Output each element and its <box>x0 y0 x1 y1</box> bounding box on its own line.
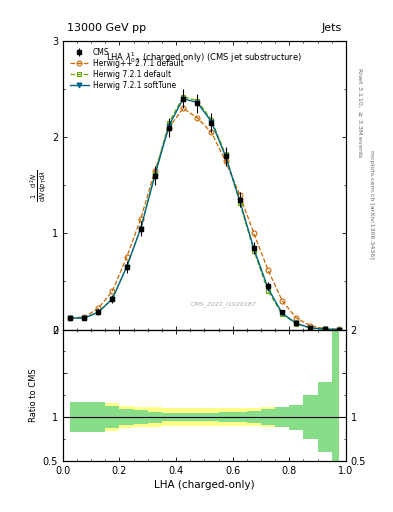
Text: Rivet 3.1.10, $\geq$ 3.3M events: Rivet 3.1.10, $\geq$ 3.3M events <box>356 67 364 158</box>
Herwig 7.2.1 softTune <box>280 310 285 316</box>
Herwig 7.2.1 softTune <box>308 325 313 331</box>
Herwig 7.2.1 default <box>266 288 270 294</box>
Herwig 7.2.1 softTune <box>195 99 200 105</box>
Herwig 7.2.1 default <box>152 170 157 177</box>
Herwig++ 2.7.1 default <box>152 168 157 174</box>
Herwig++ 2.7.1 default <box>167 124 171 131</box>
Herwig++ 2.7.1 default <box>336 326 341 332</box>
Herwig 7.2.1 softTune <box>110 296 115 302</box>
Herwig 7.2.1 default <box>124 264 129 270</box>
Herwig 7.2.1 default <box>252 248 256 254</box>
Herwig 7.2.1 softTune <box>209 119 214 125</box>
Herwig 7.2.1 softTune <box>138 225 143 231</box>
Herwig++ 2.7.1 default <box>308 323 313 329</box>
Herwig 7.2.1 softTune <box>252 246 256 252</box>
Herwig++ 2.7.1 default <box>322 326 327 332</box>
Herwig 7.2.1 softTune <box>68 315 72 321</box>
Herwig++ 2.7.1 default <box>138 216 143 222</box>
Herwig++ 2.7.1 default <box>223 158 228 164</box>
Herwig 7.2.1 default <box>181 94 185 100</box>
Herwig 7.2.1 softTune <box>322 326 327 332</box>
X-axis label: LHA (charged-only): LHA (charged-only) <box>154 480 255 490</box>
Herwig 7.2.1 default <box>280 311 285 317</box>
Herwig 7.2.1 default <box>82 315 86 321</box>
Herwig 7.2.1 default <box>167 120 171 126</box>
Herwig++ 2.7.1 default <box>96 305 101 311</box>
Herwig 7.2.1 default <box>322 326 327 332</box>
Herwig 7.2.1 softTune <box>181 96 185 102</box>
Herwig 7.2.1 softTune <box>266 285 270 291</box>
Line: Herwig 7.2.1 softTune: Herwig 7.2.1 softTune <box>68 96 341 332</box>
Herwig 7.2.1 softTune <box>96 309 101 315</box>
Herwig 7.2.1 default <box>209 117 214 123</box>
Herwig 7.2.1 default <box>96 309 101 315</box>
Y-axis label: $\frac{1}{\mathrm{d}N}\frac{\mathrm{d}^2 N}{\mathrm{d}p_T\mathrm{d}\lambda}$: $\frac{1}{\mathrm{d}N}\frac{\mathrm{d}^2… <box>28 169 49 202</box>
Line: Herwig++ 2.7.1 default: Herwig++ 2.7.1 default <box>68 106 341 332</box>
Herwig 7.2.1 default <box>294 321 299 327</box>
Herwig++ 2.7.1 default <box>209 130 214 136</box>
Herwig 7.2.1 default <box>308 325 313 331</box>
Herwig++ 2.7.1 default <box>280 297 285 304</box>
Text: CMS_2021_I1920187: CMS_2021_I1920187 <box>191 301 257 307</box>
Herwig++ 2.7.1 default <box>82 314 86 320</box>
Herwig 7.2.1 softTune <box>167 122 171 129</box>
Herwig 7.2.1 default <box>138 225 143 231</box>
Herwig 7.2.1 softTune <box>294 321 299 327</box>
Herwig++ 2.7.1 default <box>237 192 242 198</box>
Herwig 7.2.1 default <box>68 315 72 321</box>
Herwig++ 2.7.1 default <box>124 254 129 261</box>
Herwig++ 2.7.1 default <box>68 315 72 321</box>
Herwig 7.2.1 default <box>336 327 341 333</box>
Text: Jets: Jets <box>321 23 342 33</box>
Line: Herwig 7.2.1 default: Herwig 7.2.1 default <box>68 94 341 332</box>
Herwig++ 2.7.1 default <box>110 288 115 294</box>
Herwig 7.2.1 softTune <box>336 327 341 333</box>
Legend: CMS, Herwig++ 2.7.1 default, Herwig 7.2.1 default, Herwig 7.2.1 softTune: CMS, Herwig++ 2.7.1 default, Herwig 7.2.… <box>67 45 187 93</box>
Herwig++ 2.7.1 default <box>252 230 256 237</box>
Herwig++ 2.7.1 default <box>266 267 270 273</box>
Herwig 7.2.1 default <box>237 200 242 206</box>
Text: mcplots.cern.ch [arXiv:1306.3436]: mcplots.cern.ch [arXiv:1306.3436] <box>369 151 374 259</box>
Herwig 7.2.1 default <box>195 98 200 104</box>
Herwig 7.2.1 softTune <box>237 198 242 204</box>
Herwig++ 2.7.1 default <box>181 105 185 112</box>
Herwig 7.2.1 softTune <box>82 315 86 321</box>
Text: 13000 GeV pp: 13000 GeV pp <box>67 23 146 33</box>
Text: LHA $\lambda^{1}_{0.5}$ (charged only) (CMS jet substructure): LHA $\lambda^{1}_{0.5}$ (charged only) (… <box>107 50 302 65</box>
Herwig 7.2.1 softTune <box>223 153 228 159</box>
Herwig 7.2.1 default <box>223 152 228 158</box>
Herwig 7.2.1 default <box>110 296 115 302</box>
Herwig++ 2.7.1 default <box>195 115 200 121</box>
Y-axis label: Ratio to CMS: Ratio to CMS <box>29 369 39 422</box>
Herwig 7.2.1 softTune <box>152 173 157 179</box>
Herwig++ 2.7.1 default <box>294 315 299 321</box>
Herwig 7.2.1 softTune <box>124 264 129 270</box>
